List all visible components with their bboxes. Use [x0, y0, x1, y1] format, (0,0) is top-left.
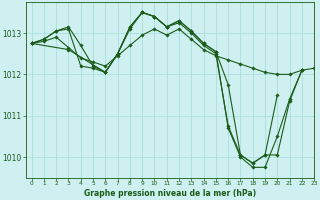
X-axis label: Graphe pression niveau de la mer (hPa): Graphe pression niveau de la mer (hPa) [84, 189, 256, 198]
